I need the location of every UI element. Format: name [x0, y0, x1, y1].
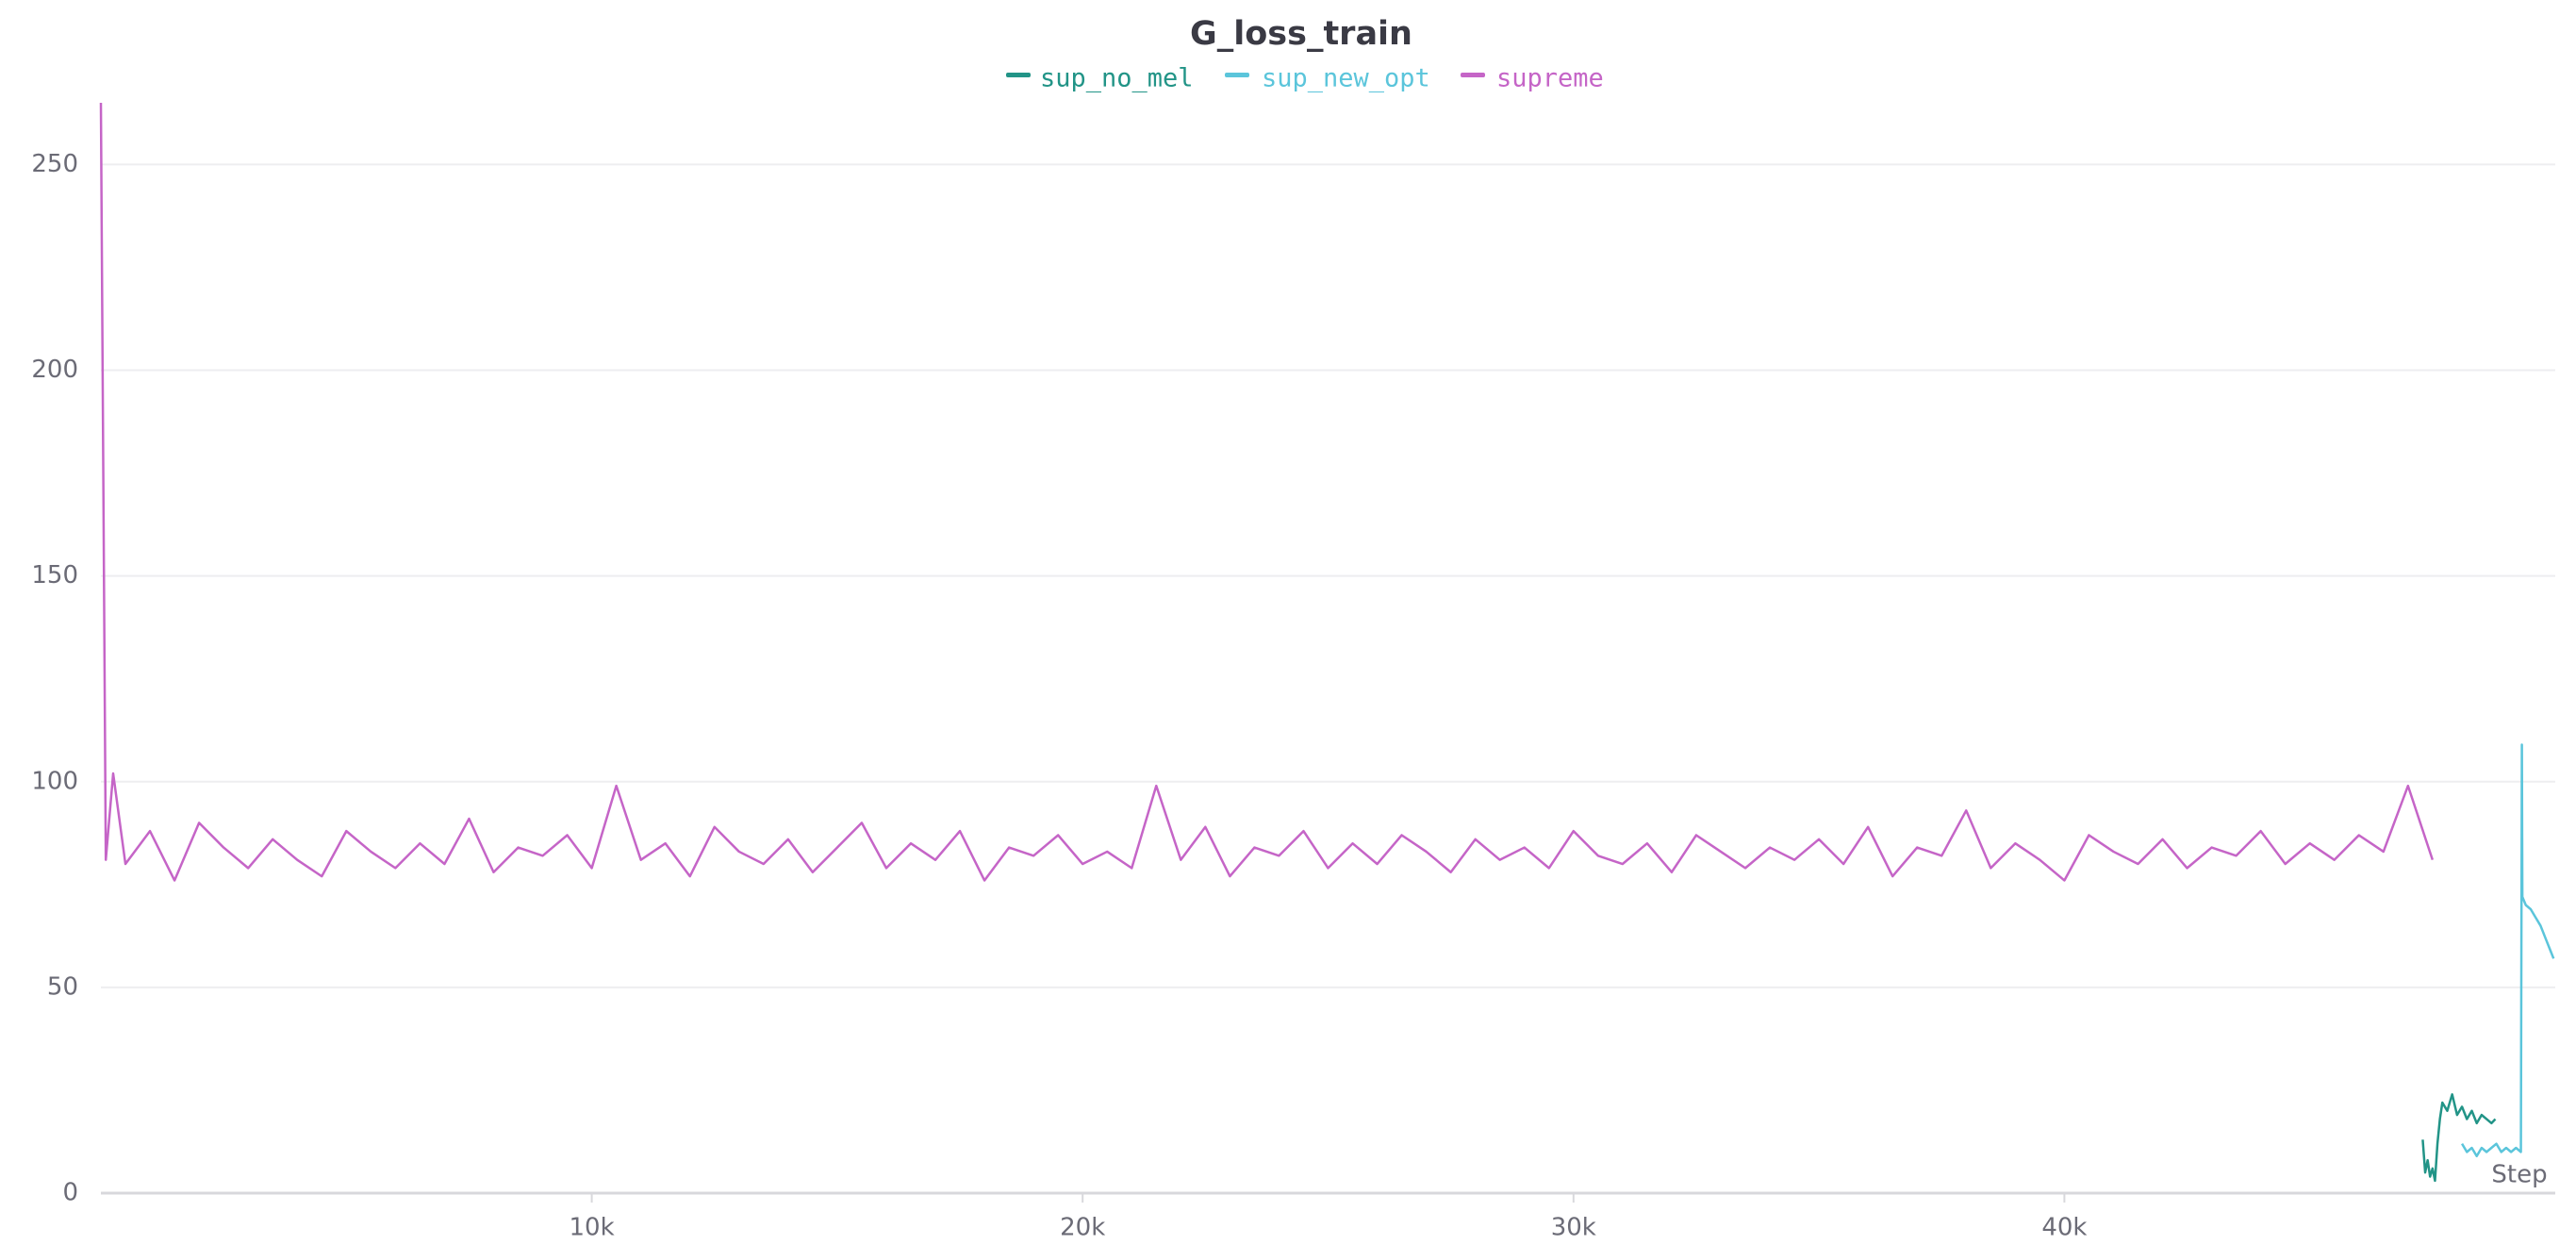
legend-swatch — [1461, 73, 1485, 77]
legend-swatch — [1006, 73, 1031, 77]
x-axis-label: Step — [2491, 1161, 2547, 1189]
y-tick-label: 150 — [31, 561, 78, 589]
x-tick-label: 20k — [1060, 1214, 1105, 1242]
y-tick-label: 0 — [62, 1179, 78, 1207]
legend-label: sup_new_opt — [1262, 64, 1430, 93]
series-line — [2461, 743, 2555, 1157]
y-tick-label: 50 — [47, 972, 78, 1001]
series-line — [2421, 1093, 2497, 1183]
legend-label: sup_no_mel — [1040, 64, 1194, 93]
x-tick-label: 10k — [570, 1214, 615, 1242]
legend-label: supreme — [1496, 64, 1604, 93]
x-tick-label: 30k — [1551, 1214, 1596, 1242]
y-tick-label: 100 — [31, 767, 78, 795]
series-line — [99, 102, 2435, 882]
x-tick-label: 40k — [2041, 1214, 2087, 1242]
chart-title: G_loss_train — [1190, 15, 1412, 53]
legend-swatch — [1225, 73, 1249, 77]
y-tick-label: 250 — [31, 150, 78, 178]
y-tick-label: 200 — [31, 356, 78, 384]
